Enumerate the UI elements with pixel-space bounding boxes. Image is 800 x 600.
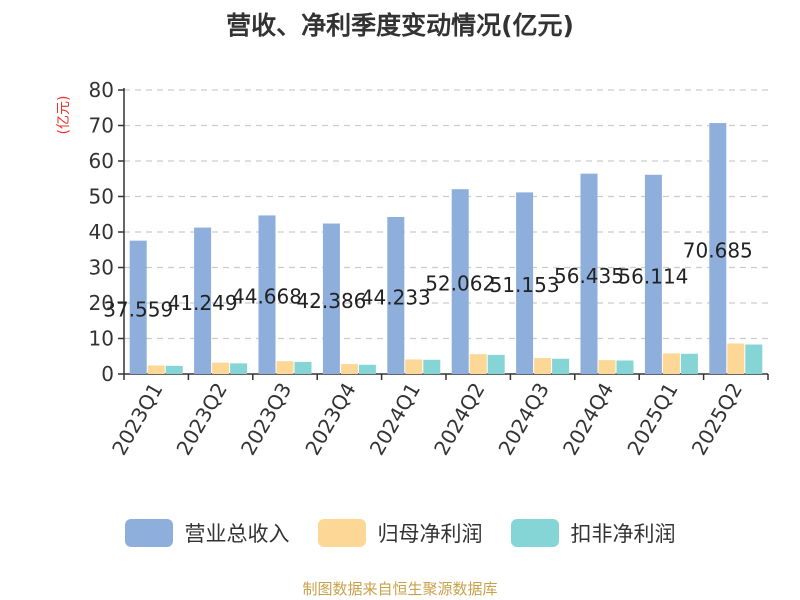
x-tick-label: 2023Q1 (107, 379, 167, 460)
bar-1 (258, 215, 276, 374)
legend-swatch (317, 519, 366, 547)
bar-3 (745, 344, 763, 374)
legend-label: 归母净利润 (377, 522, 483, 546)
chart-title: 营收、净利季度变动情况(亿元) (226, 11, 574, 40)
y-tick-label: 60 (89, 149, 114, 173)
y-tick-label: 40 (89, 220, 114, 244)
data-label: 44.233 (361, 285, 431, 309)
bar-3 (165, 365, 183, 374)
x-tick-label: 2023Q4 (300, 379, 360, 460)
data-labels: 37.55941.24944.66842.38644.23352.06251.1… (103, 239, 753, 322)
y-tick-label: 50 (89, 185, 114, 209)
gridlines (124, 89, 768, 340)
bar-2 (212, 362, 230, 374)
data-label: 37.559 (103, 297, 173, 321)
data-label: 51.153 (490, 273, 560, 297)
x-tick-label: 2024Q2 (429, 379, 489, 460)
x-tick-label: 2023Q2 (171, 379, 231, 460)
data-label: 56.114 (618, 264, 688, 288)
data-label: 42.386 (296, 289, 366, 313)
bar-3 (294, 361, 312, 374)
x-tick-label: 2024Q3 (493, 379, 553, 460)
bar-3 (423, 359, 441, 374)
y-tick-label: 70 (89, 114, 114, 138)
legend-label: 营业总收入 (184, 522, 290, 546)
bar-3 (616, 360, 634, 374)
x-tick-label: 2025Q1 (622, 379, 682, 460)
bar-1 (387, 216, 405, 374)
y-tick-label: 20 (89, 291, 114, 315)
bar-2 (147, 365, 165, 374)
bar-1 (580, 173, 598, 374)
x-tick-label: 2024Q4 (558, 379, 618, 460)
bar-3 (680, 353, 698, 374)
y-tick-label: 80 (89, 78, 114, 102)
data-label: 70.685 (683, 239, 753, 263)
source-note: 制图数据来自恒生聚源数据库 (302, 580, 498, 598)
bar-2 (727, 343, 745, 374)
bar-2 (276, 361, 294, 374)
data-label: 44.668 (232, 285, 302, 309)
bar-1 (322, 223, 340, 374)
legend-swatch (510, 519, 559, 547)
bar-3 (552, 358, 570, 374)
bar-1 (644, 174, 662, 374)
bar-2 (469, 354, 487, 374)
x-tick-label: 2025Q2 (687, 379, 747, 460)
bar-1 (709, 123, 727, 374)
bar-2 (340, 364, 358, 374)
legend-item[interactable]: 营业总收入 (124, 518, 290, 548)
bar-2 (534, 358, 552, 374)
x-tick-label: 2023Q3 (236, 379, 296, 460)
bar-1 (516, 192, 534, 374)
bar-2 (405, 359, 423, 374)
y-tick-label: 10 (89, 327, 114, 351)
legend-label: 扣非净利润 (570, 522, 676, 546)
bar-3 (230, 363, 248, 374)
y-tick-label: 0 (101, 362, 114, 386)
y-axis-label: (亿元) (56, 96, 72, 135)
bars (129, 123, 763, 374)
x-tick-label: 2024Q1 (365, 379, 425, 460)
data-label: 56.435 (554, 264, 624, 288)
data-label: 52.062 (425, 272, 495, 296)
legend: 营业总收入 归母净利润 扣非净利润 (0, 518, 800, 548)
data-label: 41.249 (168, 291, 238, 315)
legend-swatch (124, 519, 173, 547)
legend-item[interactable]: 归母净利润 (317, 518, 483, 548)
bar-1 (451, 189, 469, 374)
bar-1 (129, 240, 147, 374)
y-tick-label: 30 (89, 256, 114, 280)
bar-2 (662, 353, 680, 374)
bar-3 (358, 364, 376, 374)
bar-2 (598, 360, 616, 374)
bar-3 (487, 354, 505, 374)
legend-item[interactable]: 扣非净利润 (510, 518, 676, 548)
bar-1 (194, 227, 212, 374)
